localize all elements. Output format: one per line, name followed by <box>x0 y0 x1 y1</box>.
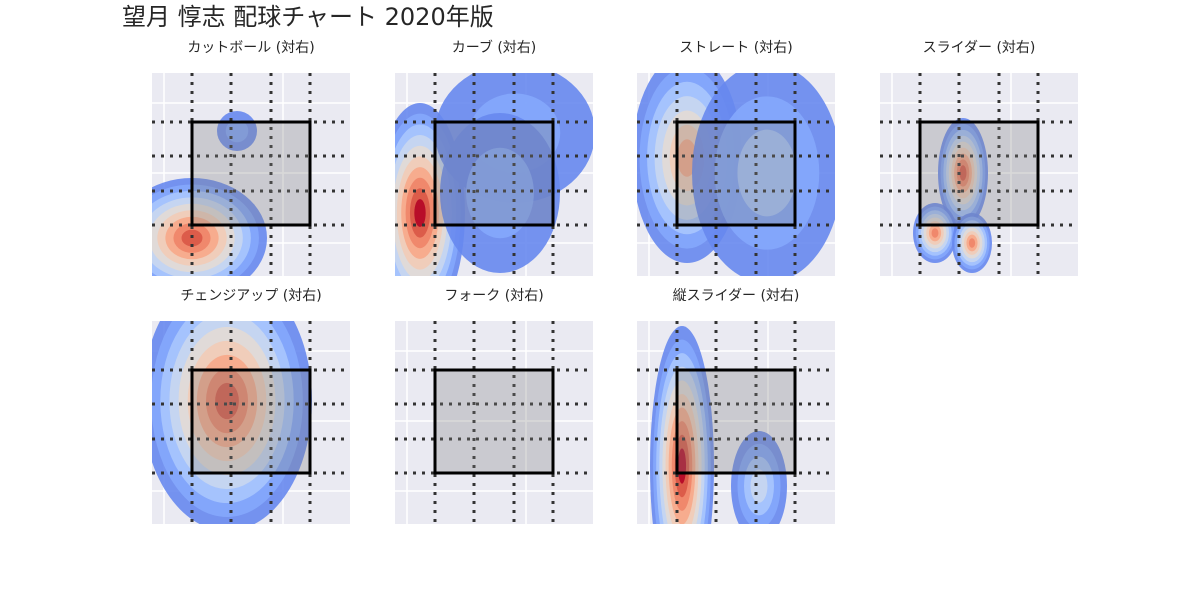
subplot-title: 縦スライダー (対右) <box>673 288 800 304</box>
subplot-title: チェンジアップ (対右) <box>180 288 321 304</box>
density-level <box>414 199 426 227</box>
figure-title: 望月 惇志 配球チャート 2020年版 <box>122 3 494 31</box>
density-level <box>959 165 967 181</box>
subplot-title: カットボール (対右) <box>187 40 314 56</box>
strike-zone <box>675 368 797 475</box>
subplot: フォーク (対右) <box>395 288 593 524</box>
plot-background <box>395 321 593 524</box>
subplot-title: カーブ (対右) <box>452 39 537 56</box>
subplot-title: スライダー (対右) <box>923 40 1036 56</box>
subplot: カーブ (対右) <box>395 39 593 276</box>
subplot: 縦スライダー (対右) <box>637 288 835 524</box>
density-level <box>968 238 976 248</box>
subplot-title: フォーク (対右) <box>444 288 543 304</box>
density-level <box>677 448 687 484</box>
subplot: スライダー (対右) <box>880 40 1078 276</box>
density-level <box>737 129 797 217</box>
strike-zone <box>433 120 555 227</box>
density-level <box>677 139 697 177</box>
strike-zone <box>433 368 555 475</box>
density-level <box>466 147 534 239</box>
subplot: カットボール (対右) <box>152 40 350 276</box>
strike-zone <box>918 120 1040 227</box>
density <box>395 73 593 276</box>
density-level <box>215 382 239 420</box>
density <box>913 118 992 273</box>
strike-zone <box>190 368 312 475</box>
density-level <box>931 228 939 238</box>
subplot-title: ストレート (対右) <box>679 40 792 56</box>
strike-zone <box>675 120 797 227</box>
subplot: チェンジアップ (対右) <box>152 288 350 524</box>
strike-zone <box>190 120 312 227</box>
subplot: ストレート (対右) <box>637 40 835 276</box>
density <box>650 326 787 524</box>
